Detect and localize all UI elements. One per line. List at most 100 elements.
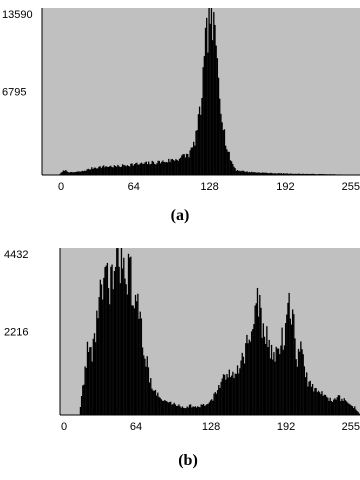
histogram-bar [214,24,216,176]
histogram-bar [188,404,191,415]
histogram-bar [81,170,84,175]
histogram-bar [194,406,196,415]
histogram-bar [338,395,341,415]
histogram-bar [329,397,331,415]
histogram-bar [91,361,93,415]
histogram-bar [291,309,294,415]
histogram-bar [310,173,312,175]
histogram-bar [140,162,143,175]
histogram-bar [162,160,164,175]
histogram-bar [188,157,190,175]
histogram-bar [262,172,265,175]
histogram-bar [110,266,112,415]
histogram-bar [239,368,241,415]
histogram-bar [241,352,243,415]
histogram-bar [249,341,252,415]
histogram-bar [193,141,195,175]
histogram-bar [139,163,142,175]
histogram-bar [336,397,338,415]
histogram-bar [206,404,208,415]
histogram-bar [164,400,166,415]
histogram-bar [142,163,144,175]
histogram-bar [219,98,221,175]
histogram-bar [124,278,126,415]
histogram-bar [294,338,296,415]
histogram-bar [118,266,120,415]
histogram-bar [60,172,62,175]
histogram-bar [98,166,100,175]
histogram-bar [219,387,221,415]
histogram-bar [89,347,91,415]
histogram-bar [112,167,114,175]
histogram-bar [197,406,199,415]
histogram-bar [156,163,158,175]
histogram-bar [307,386,309,415]
histogram-bar [202,67,204,175]
x-tick-label: 255 [342,181,360,193]
histogram-bar [241,170,243,175]
histogram-bar [176,159,178,175]
histogram-bar [242,170,245,175]
x-tick-label: 255 [342,421,360,433]
histogram-bar [133,164,136,175]
histogram-bar [69,172,72,175]
histogram-bar [143,163,145,175]
histogram-bar [165,401,167,415]
histogram-bar [258,172,260,175]
histogram-bar [66,171,68,175]
y-tick-label: 2216 [4,327,28,339]
histogram-bar [265,343,267,415]
histogram-bar [279,354,281,415]
histogram-bar [137,164,139,175]
histogram-bar [182,407,185,415]
histogram-bar [290,173,292,175]
histogram-bar [204,27,207,176]
histogram-bar [92,338,94,415]
histogram-bar [229,377,232,415]
histogram-bar [216,58,219,175]
histogram-bar [223,129,226,175]
histogram-bar [255,303,257,415]
histogram-bar [111,166,113,175]
histogram-bar [302,354,304,415]
histogram-panel-b: 4432 2216 0 64 128 192 255 [4,248,360,433]
histogram-bar [193,406,195,415]
histogram-bar [185,153,188,175]
histogram-bar [285,173,287,175]
histogram-bar [199,407,201,415]
histogram-bar [113,165,115,175]
histogram-bar [170,401,172,415]
histogram-bar [208,8,210,175]
histogram-bar [288,173,291,175]
histogram-bar [299,173,301,175]
histogram-bar [139,311,141,415]
histogram-bar [187,407,189,415]
histogram-bar [102,299,104,415]
histogram-bar [62,170,65,175]
histogram-bar [99,279,102,415]
histogram-bar [253,324,255,415]
histogram-bar [172,404,174,415]
histogram-bar [75,171,78,175]
histogram-bar [306,372,308,415]
histogram-bar [280,345,282,415]
histogram-bar [226,149,228,175]
histogram-bar [89,169,92,175]
x-tick-label: 192 [276,181,294,193]
histogram-bar [215,393,218,415]
histogram-bar [177,405,179,415]
histogram-bar [158,396,160,415]
histogram-bar [129,257,131,415]
histogram-bar [125,284,127,415]
histogram-bar [109,304,111,415]
x-tick-labels: 0 64 128 192 255 [58,181,360,193]
histogram-bar [278,173,280,175]
histogram-bar [95,168,98,175]
histogram-bar [141,347,144,415]
histogram-bar [256,172,259,175]
histogram-bar [183,154,185,175]
histogram-bar [166,162,169,175]
histogram-bar [160,399,162,415]
histogram-bar [201,404,204,415]
